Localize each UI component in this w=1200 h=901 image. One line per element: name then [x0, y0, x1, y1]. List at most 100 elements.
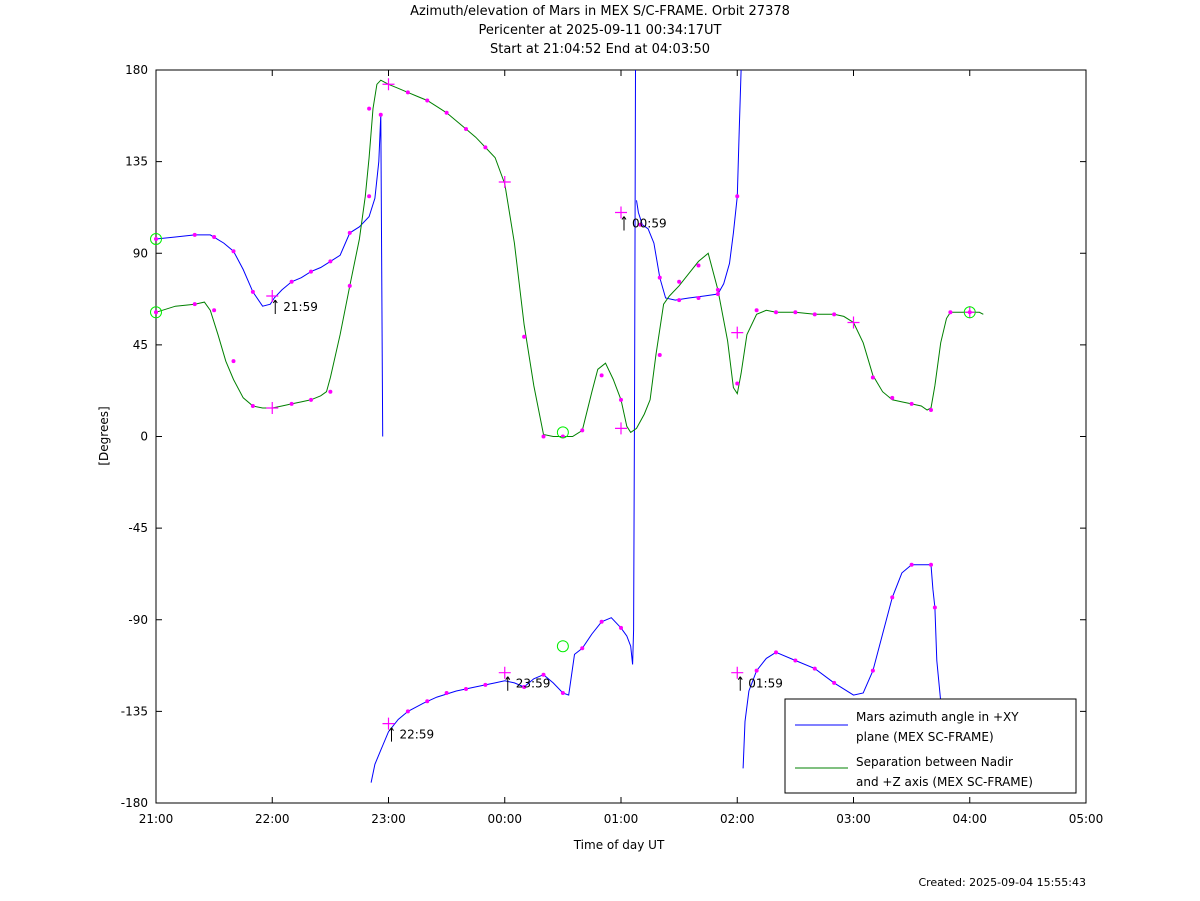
data-point-dot: [812, 312, 817, 317]
data-point-dot: [328, 259, 333, 264]
data-point-dot: [599, 373, 604, 378]
time-annotation-label: 00:59: [632, 217, 667, 231]
data-point-dot: [890, 395, 895, 400]
data-point-dot: [754, 668, 759, 673]
y-tick-label: 135: [125, 155, 148, 169]
plot-frame: [155, 69, 1087, 804]
data-point-dot: [212, 308, 217, 313]
x-tick-label: 23:00: [371, 812, 406, 826]
data-point-dot: [793, 310, 798, 315]
data-point-dot: [677, 298, 682, 303]
data-point-dot: [560, 691, 565, 696]
data-point-dot: [715, 291, 720, 296]
time-annotation-label: 21:59: [283, 300, 318, 314]
data-point-dot: [154, 310, 158, 315]
x-tick-label: 03:00: [836, 812, 871, 826]
data-point-dot: [405, 709, 410, 714]
x-tick-label: 04:00: [952, 812, 987, 826]
hour-marker-cross: [963, 306, 976, 319]
data-point-dot: [212, 234, 217, 239]
legend: Mars azimuth angle in +XY plane (MEX SC-…: [784, 698, 1077, 794]
data-point-dot: [870, 375, 875, 380]
data-point-dot: [541, 434, 546, 439]
series-line-azimuth: [742, 564, 942, 769]
x-tick-label: 22:00: [255, 812, 290, 826]
data-point-dot: [832, 312, 837, 317]
data-point-dot: [619, 397, 623, 402]
x-tick-label: 05:00: [1069, 812, 1104, 826]
y-tick-label: -45: [128, 521, 148, 535]
x-tick-label: 00:00: [487, 812, 522, 826]
chart-title-line-3: Start at 21:04:52 End at 04:03:50: [489, 42, 711, 57]
time-annotation-arrow: [505, 676, 511, 691]
data-point-dot: [522, 334, 527, 339]
data-point-dot: [483, 145, 488, 150]
data-point-dot: [425, 98, 430, 103]
data-point-dot: [367, 194, 372, 199]
hour-marker-cross: [382, 717, 395, 730]
data-point-dot: [309, 397, 313, 402]
data-point-dot: [541, 672, 546, 677]
time-annotation-arrow: [389, 727, 394, 742]
data-point-dot: [715, 287, 720, 292]
data-point-dot: [378, 112, 383, 117]
data-point-dot: [696, 263, 701, 268]
endpoint-circle: [150, 306, 162, 319]
data-point-dot: [347, 283, 352, 288]
data-point-dot: [580, 646, 585, 651]
data-point-dot: [192, 232, 197, 237]
legend-label-azimuth-1: Mars azimuth angle in +XY: [856, 710, 1019, 724]
hour-marker-cross: [615, 206, 627, 219]
hour-marker-cross: [615, 422, 627, 435]
data-point-dot: [444, 110, 449, 115]
hour-marker-cross: [498, 666, 511, 679]
chart-title-line-2: Pericenter at 2025-09-11 00:34:17UT: [478, 23, 722, 38]
data-point-dot: [289, 279, 294, 284]
data-point-dot: [231, 249, 236, 254]
data-point-dot: [522, 684, 527, 689]
data-point-dot: [948, 310, 953, 315]
chart-title-line-1: Azimuth/elevation of Mars in MEX S/C-FRA…: [410, 4, 790, 19]
y-axis-label: [Degrees]: [97, 406, 111, 465]
data-point-dot: [870, 668, 875, 673]
data-point-dot: [657, 353, 662, 358]
legend-label-separation-2: and +Z axis (MEX SC-FRAME): [856, 775, 1033, 789]
endpoint-circle: [150, 232, 162, 245]
data-point-dot: [619, 625, 623, 630]
data-point-dot: [154, 236, 158, 241]
time-annotation-arrow: [621, 216, 627, 231]
y-tick-label: 45: [133, 338, 148, 352]
data-point-dot: [250, 403, 255, 408]
data-point-dot: [793, 658, 798, 663]
data-point-dot: [735, 381, 740, 386]
hour-marker-cross: [731, 326, 744, 339]
time-annotation-label: 01:59: [748, 677, 783, 691]
data-point-dot: [677, 279, 682, 284]
data-point-dot: [231, 359, 236, 364]
hour-marker-cross: [847, 316, 860, 329]
data-point-dot: [929, 562, 933, 567]
data-point-dot: [599, 619, 604, 624]
legend-box: [784, 698, 1077, 794]
y-tick-label: 90: [133, 246, 148, 260]
endpoint-circle: [556, 640, 569, 653]
data-point-dot: [328, 389, 333, 394]
data-point-dot: [657, 275, 662, 280]
endpoint-circle: [963, 306, 976, 319]
data-point-dot: [464, 127, 468, 132]
x-tick-label: 01:00: [604, 812, 639, 826]
data-point-dot: [774, 310, 778, 315]
x-tick-label: 02:00: [720, 812, 755, 826]
series-line-azimuth: [636, 69, 742, 301]
data-point-dot: [425, 699, 430, 704]
data-point-dot: [444, 691, 449, 696]
time-annotation-label: 22:59: [400, 728, 435, 742]
time-annotation-arrow: [737, 676, 743, 691]
data-point-dot: [638, 222, 643, 227]
legend-label-azimuth-2: plane (MEX SC-FRAME): [856, 730, 994, 744]
legend-label-separation-1: Separation between Nadir: [856, 755, 1013, 769]
data-point-dot: [932, 605, 937, 610]
hour-marker-cross: [266, 401, 279, 414]
endpoint-circle: [556, 426, 569, 439]
